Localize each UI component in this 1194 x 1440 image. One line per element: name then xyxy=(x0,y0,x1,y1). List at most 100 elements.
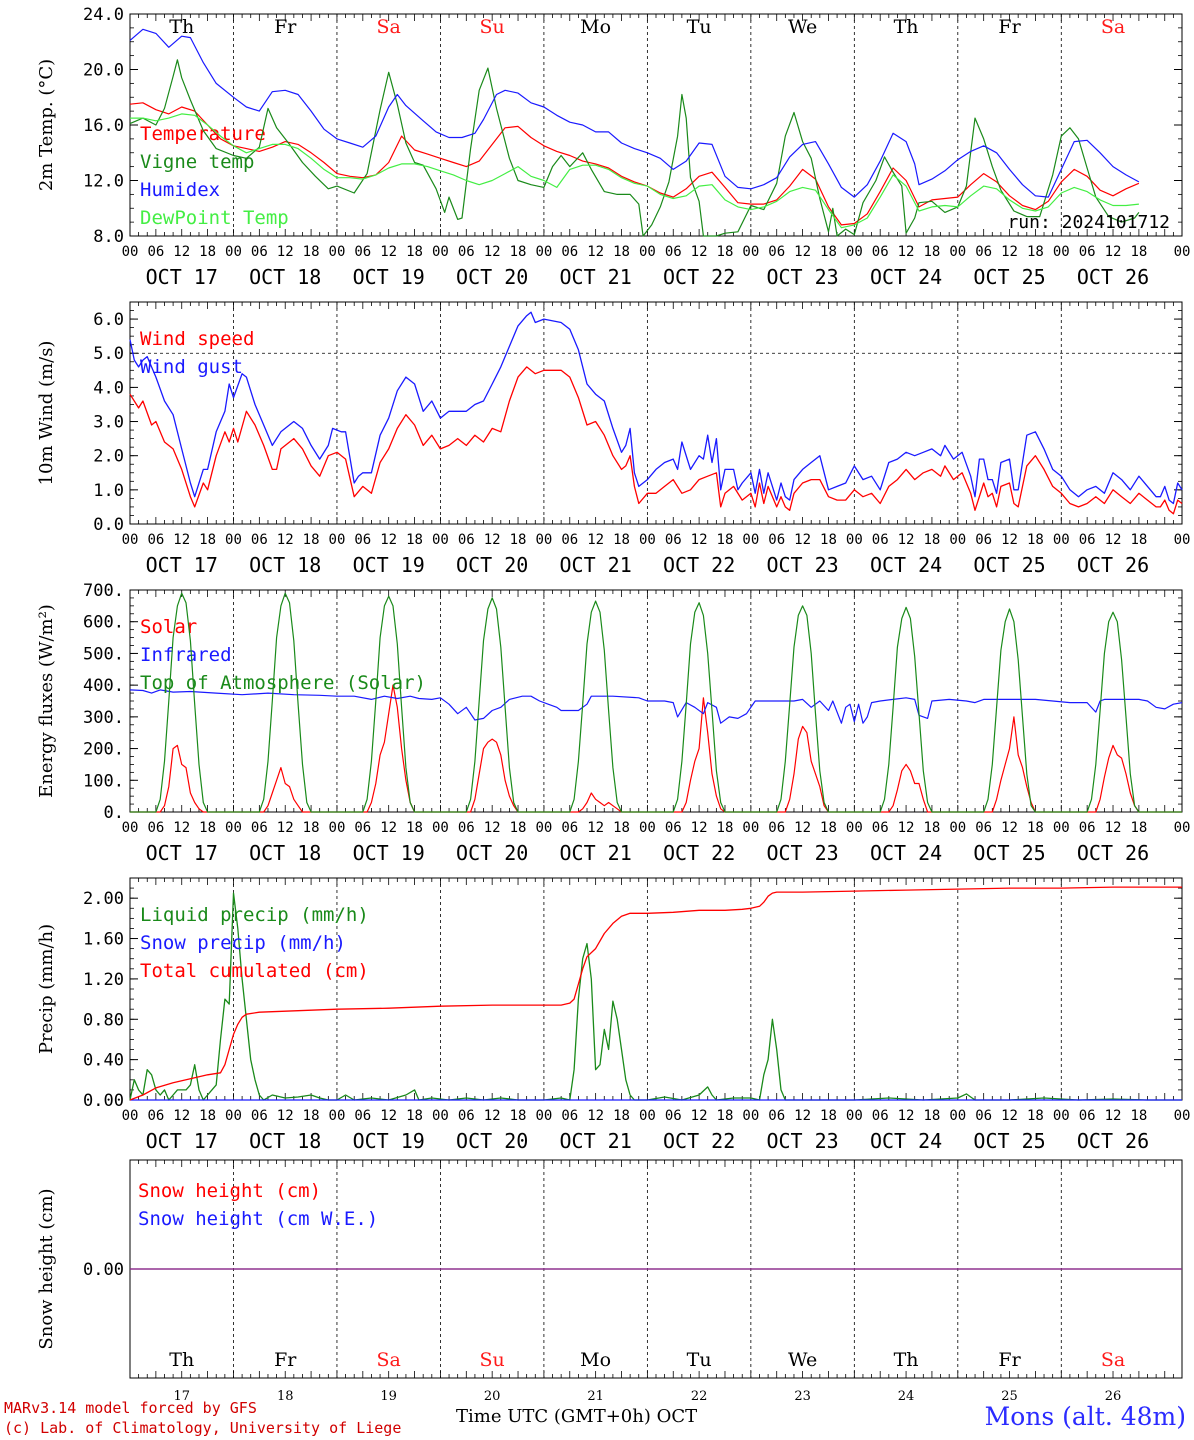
x-tick-label: 06 xyxy=(975,820,992,836)
date-label: OCT 19 xyxy=(353,841,425,865)
x-tick-label: 00 xyxy=(225,532,242,548)
x-tick-label: 06 xyxy=(354,820,371,836)
x-tick-label: 12 xyxy=(794,532,811,548)
y-tick-label: 600. xyxy=(83,613,124,633)
y-axis-label: Energy fluxes (W/m²) xyxy=(36,604,57,798)
x-tick-label: 18 xyxy=(510,820,527,836)
y-tick-label: 6.0 xyxy=(93,310,124,330)
weekday-label: Fr xyxy=(998,1349,1021,1371)
y-tick-label: 8.0 xyxy=(93,227,124,247)
x-tick-label: 12 xyxy=(380,532,397,548)
x-tick-label: 06 xyxy=(768,820,785,836)
legend-label: Snow precip (mm/h) xyxy=(140,932,346,954)
x-tick-label: 00 xyxy=(122,532,139,548)
date-label: OCT 18 xyxy=(249,553,321,577)
weekday-label: Tu xyxy=(687,1349,712,1371)
run-annotation: run: 2024101712 xyxy=(1007,212,1170,233)
weekday-label: Fr xyxy=(998,16,1021,38)
x-tick-label: 12 xyxy=(1001,1108,1018,1124)
x-tick-label: 12 xyxy=(691,820,708,836)
x-tick-label: 18 xyxy=(717,820,734,836)
x-tick-label: 06 xyxy=(768,244,785,260)
x-tick-label: 12 xyxy=(587,820,604,836)
x-tick-label: 18 xyxy=(1027,244,1044,260)
date-label: OCT 25 xyxy=(973,1129,1045,1153)
x-tick-label: 18 xyxy=(199,532,216,548)
x-tick-label: 18 xyxy=(199,820,216,836)
x-tick-label: 06 xyxy=(665,820,682,836)
x-tick-label: 00 xyxy=(329,820,346,836)
x-tick-label: 12 xyxy=(1001,532,1018,548)
x-tick-label: 06 xyxy=(251,1108,268,1124)
x-tick-label: 00 xyxy=(639,1108,656,1124)
x-tick-label: 12 xyxy=(898,1108,915,1124)
x-tick-label: 06 xyxy=(872,244,889,260)
weekday-label: Th xyxy=(169,16,194,38)
x-tick-label: 00 xyxy=(639,244,656,260)
weekday-label: Mo xyxy=(580,16,611,38)
x-tick-label: 18 xyxy=(303,1108,320,1124)
x-tick-label: 18 xyxy=(613,1108,630,1124)
x-tick-label: 00 xyxy=(432,244,449,260)
x-tick-label: 12 xyxy=(691,244,708,260)
x-tick-label: 12 xyxy=(173,532,190,548)
panel-frame xyxy=(129,13,1183,237)
weekday-label: We xyxy=(788,1349,817,1371)
date-label: OCT 26 xyxy=(1077,841,1149,865)
series-line xyxy=(130,113,1139,229)
x-tick-label: 12 xyxy=(173,244,190,260)
series-line xyxy=(129,102,1140,226)
series-line xyxy=(129,28,1140,198)
day-number-label: 17 xyxy=(173,1389,190,1404)
x-tick-label: 06 xyxy=(354,244,371,260)
x-tick-label: 12 xyxy=(380,1108,397,1124)
x-tick-label: 12 xyxy=(1105,1108,1122,1124)
x-tick-label: 18 xyxy=(303,244,320,260)
x-tick-label: 12 xyxy=(1001,820,1018,836)
date-label: OCT 21 xyxy=(560,553,632,577)
date-label: OCT 24 xyxy=(870,1129,942,1153)
weekday-label: Su xyxy=(480,1349,505,1371)
x-tick-label: 00 xyxy=(1053,1108,1070,1124)
time-axis-label: Time UTC (GMT+0h) OCT xyxy=(456,1406,698,1427)
x-tick-label: 18 xyxy=(1130,244,1147,260)
legend-label: DewPoint Temp xyxy=(140,207,289,229)
date-label: OCT 21 xyxy=(560,1129,632,1153)
y-axis-label: 10m Wind (m/s) xyxy=(36,341,57,486)
x-tick-label: 12 xyxy=(277,532,294,548)
weekday-label: We xyxy=(788,16,817,38)
date-label: OCT 26 xyxy=(1077,265,1149,289)
x-tick-label: 12 xyxy=(173,820,190,836)
x-tick-label: 00 xyxy=(846,244,863,260)
x-tick-label: 18 xyxy=(820,820,837,836)
x-tick-label: 18 xyxy=(303,820,320,836)
y-tick-label: 700. xyxy=(83,581,124,601)
x-tick-label: 18 xyxy=(406,532,423,548)
x-tick-label: 12 xyxy=(898,820,915,836)
x-tick-label: 06 xyxy=(251,244,268,260)
y-axis-label: Precip (mm/h) xyxy=(36,924,57,1054)
date-label: OCT 20 xyxy=(456,265,528,289)
date-label: OCT 22 xyxy=(663,841,735,865)
x-tick-label: 18 xyxy=(1027,1108,1044,1124)
x-tick-label: 00 xyxy=(329,532,346,548)
x-tick-label: 00 xyxy=(225,244,242,260)
day-number-label: 22 xyxy=(691,1389,708,1404)
legend-label: Snow height (cm W.E.) xyxy=(138,1208,378,1230)
date-label: OCT 18 xyxy=(249,1129,321,1153)
x-tick-label: 00 xyxy=(846,1108,863,1124)
x-tick-label: 00 xyxy=(949,1108,966,1124)
y-tick-label: 4.0 xyxy=(93,378,124,398)
y-axis-label: Snow height (cm) xyxy=(36,1188,57,1349)
date-label: OCT 17 xyxy=(146,841,218,865)
model-credit: MARv3.14 model forced by GFS xyxy=(4,1399,257,1417)
x-tick-label: 18 xyxy=(717,1108,734,1124)
x-tick-label: 12 xyxy=(484,1108,501,1124)
x-tick-label: 18 xyxy=(199,1108,216,1124)
x-tick-label: 06 xyxy=(458,1108,475,1124)
y-tick-label: 5.0 xyxy=(93,344,124,364)
series-line xyxy=(130,592,1182,813)
date-label: OCT 19 xyxy=(353,1129,425,1153)
x-tick-label: 06 xyxy=(975,1108,992,1124)
